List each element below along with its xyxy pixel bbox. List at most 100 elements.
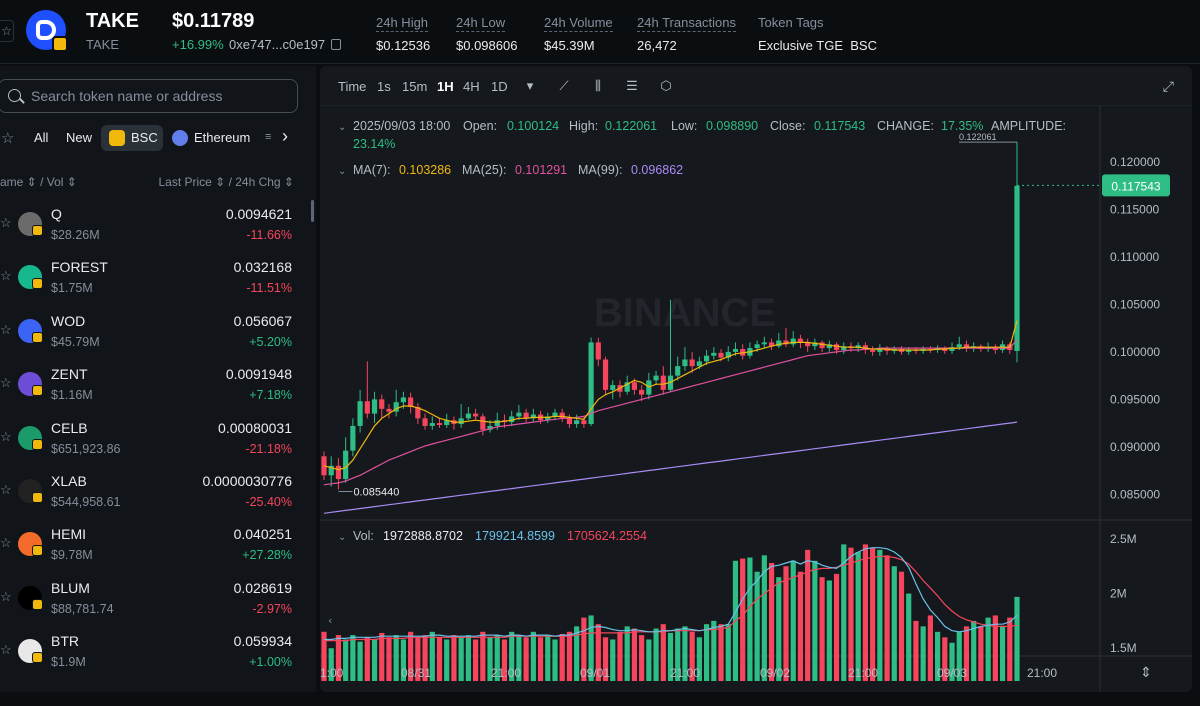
candle-body: [566, 418, 573, 425]
fullscreen-icon[interactable]: ⤢: [1162, 78, 1174, 94]
volume-bar: [566, 631, 573, 681]
token-row[interactable]: ☆ BTR $1.9M 0.059934 +1.00%: [0, 628, 316, 681]
token-symbol: BTR: [51, 633, 79, 650]
column-header-name-vol[interactable]: ame ⇕ / Vol ⇕: [0, 175, 77, 189]
interval-1h[interactable]: 1H: [437, 79, 454, 94]
favorite-star-icon[interactable]: ☆: [0, 321, 12, 337]
favorite-star-icon[interactable]: ☆: [0, 215, 12, 230]
chip-ethereum[interactable]: Ethereum: [164, 125, 260, 151]
ohlc-high-value: 0.122061: [605, 119, 657, 133]
token-change: +5.20%: [249, 334, 292, 349]
volume-bar: [321, 631, 327, 681]
candle-body: [783, 340, 789, 345]
chevron-left-icon: ‹: [328, 614, 332, 627]
token-row[interactable]: ☆ HEMI $9.78M 0.040251 +27.28%: [0, 521, 316, 574]
copy-icon[interactable]: [331, 39, 341, 50]
token-row[interactable]: ☆ Q $28.26M 0.0094621 -11.66%: [0, 201, 316, 254]
volume-bar: [884, 555, 890, 681]
token-name: TAKE: [86, 37, 119, 52]
token-row[interactable]: ☆ ZENT $1.16M 0.0091948 +7.18%: [0, 361, 316, 414]
stat-token-tags: Token Tags Exclusive TGE BSC: [758, 15, 877, 53]
favorite-star-icon[interactable]: ☆: [0, 268, 12, 284]
favorite-star-icon[interactable]: ☆: [0, 588, 12, 604]
token-row[interactable]: ☆ CELB $651,923.86 0.00080031 -21.18%: [0, 415, 316, 468]
interval-4h[interactable]: 4H: [463, 79, 480, 94]
candle-body: [682, 359, 688, 367]
bsc-badge-icon: [32, 652, 43, 664]
volume-bar: [581, 617, 587, 681]
token-row[interactable]: ☆ XLAB $544,958.61 0.0000030776 -25.40%: [0, 468, 316, 521]
chip-bsc[interactable]: BSC: [101, 125, 163, 151]
favorite-star-icon[interactable]: ☆: [0, 535, 12, 551]
interval-time[interactable]: Time: [338, 79, 367, 94]
time-tick-label: 21:00: [491, 666, 521, 680]
token-change: +7.18%: [249, 388, 292, 403]
volume-bar: [805, 549, 811, 681]
volume-bar: [386, 637, 392, 681]
volume-bar: [999, 626, 1006, 681]
interval-1s[interactable]: 1s: [377, 79, 391, 94]
ma25-value: 0.101291: [515, 163, 567, 177]
token-row[interactable]: ☆ BLUM $88,781.74 0.028619 -2.97%: [0, 575, 316, 628]
volume-bar: [761, 555, 767, 681]
candle-body: [408, 397, 414, 407]
favorite-star-icon[interactable]: ☆: [0, 428, 12, 444]
chevron-right-icon[interactable]: ›: [282, 126, 288, 146]
column-header-price-chg[interactable]: Last Price ⇕ / 24h Chg ⇕: [158, 175, 294, 189]
ma25-line: [323, 339, 1018, 486]
volume-bar: [537, 637, 544, 681]
tab-new[interactable]: New: [66, 130, 93, 145]
favorite-star-icon[interactable]: ☆: [0, 642, 12, 658]
favorites-star-icon[interactable]: ☆: [1, 130, 15, 147]
token-price: 0.040251: [233, 526, 292, 543]
ohlc-amplitude-value: 23.14%: [353, 137, 395, 151]
min-marker-label: 0.085440: [353, 487, 399, 499]
volume-bar: [920, 626, 926, 681]
token-volume: $1.75M: [51, 281, 93, 296]
scrollbar-thumb[interactable]: [311, 200, 314, 222]
interval-dropdown-icon[interactable]: ▾: [526, 78, 534, 93]
candle-body: [523, 412, 529, 419]
volume-bar: [610, 639, 616, 681]
settings-icon[interactable]: ⬡: [660, 78, 672, 93]
volume-bar: [790, 560, 796, 681]
volume-bar: [906, 593, 912, 681]
candle-type-icon[interactable]: ⫼: [595, 78, 601, 93]
search-input[interactable]: Search token name or address: [0, 79, 298, 113]
line-tool-icon[interactable]: ⟋: [559, 78, 569, 93]
token-row[interactable]: ☆ WOD $45.79M 0.056067 +5.20%: [0, 308, 316, 361]
favorite-star-icon[interactable]: ☆: [0, 375, 12, 391]
tab-all[interactable]: All: [34, 130, 49, 145]
time-tick-label: 09/02: [760, 666, 790, 680]
volume-bar: [747, 557, 753, 681]
volume-bar: [328, 648, 334, 681]
volume-bar: [480, 631, 486, 681]
volume-bar: [891, 566, 897, 681]
more-chains-icon[interactable]: ≡: [265, 131, 272, 143]
interval-15m[interactable]: 15m: [402, 79, 428, 94]
favorite-star-icon[interactable]: ☆: [0, 20, 14, 42]
interval-1d[interactable]: 1D: [491, 79, 508, 94]
volume-bar: [776, 577, 782, 681]
candle-body: [487, 425, 493, 430]
token-price: 0.056067: [233, 312, 292, 329]
volume-bar: [826, 580, 832, 681]
candle-body: [761, 342, 767, 345]
volume-bar: [703, 624, 710, 681]
volume-bar: [458, 637, 464, 681]
chart-panel: Time 1s 15m 1H 4H 1D ▾ ⟋ ⫼ ☰ ⬡ ⤢ BINANCE…: [320, 66, 1192, 692]
token-row[interactable]: ☆ FOREST $1.75M 0.032168 -11.51%: [0, 254, 316, 307]
volume-bar: [343, 639, 349, 681]
candle-body: [595, 342, 601, 360]
candle-body: [588, 342, 594, 425]
vol-label: Vol:: [353, 529, 374, 543]
candle-body: [415, 406, 421, 419]
token-symbol: TAKE: [86, 10, 139, 32]
ohlc-close-label: Close:: [770, 119, 805, 133]
price-tick-label: 0.090000: [1110, 440, 1160, 454]
volume-bar: [956, 631, 962, 681]
candlestick-chart[interactable]: BINANCE 0.120000 0.115000 0.110000 0.105000 0…: [320, 106, 1192, 692]
indicator-settings-icon[interactable]: ☰: [626, 78, 638, 93]
favorite-star-icon[interactable]: ☆: [0, 482, 12, 497]
volume-bar: [559, 634, 565, 681]
